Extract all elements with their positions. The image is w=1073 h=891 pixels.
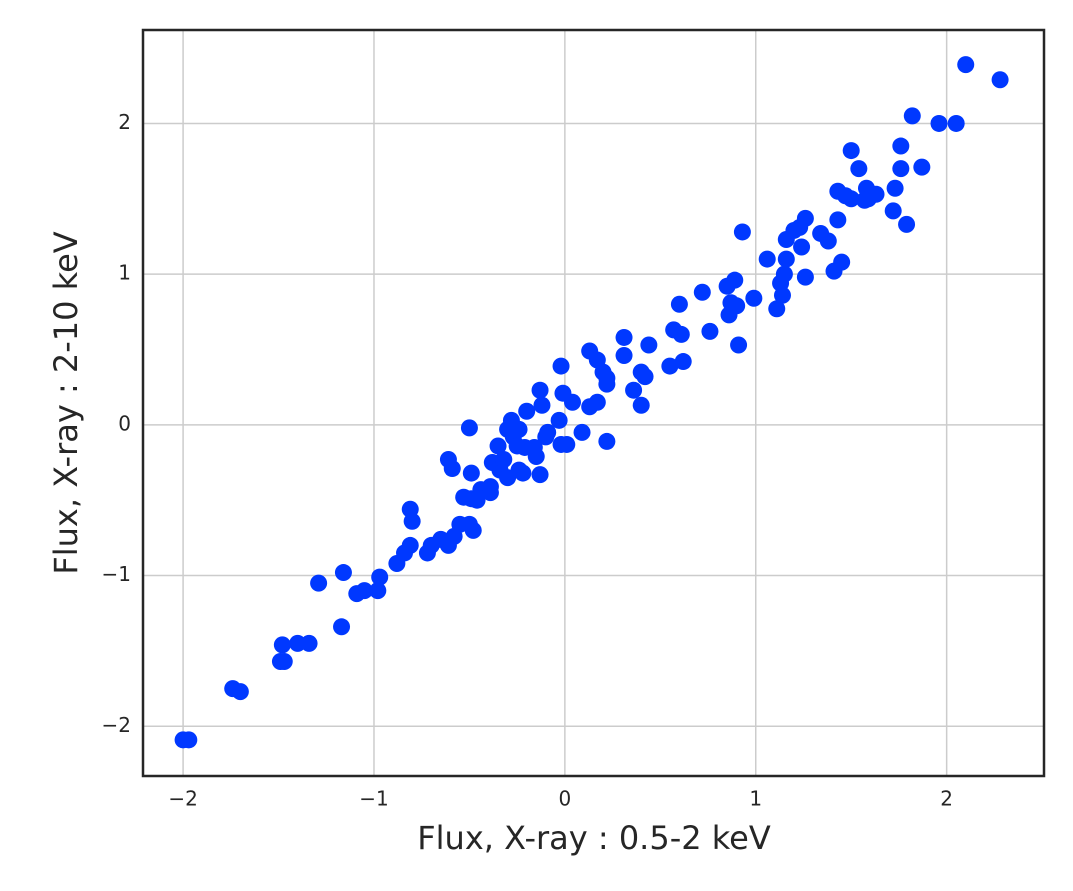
- scatter-point: [564, 393, 582, 411]
- plot-frame: [141, 28, 1046, 778]
- x-tick-label: −1: [359, 787, 388, 811]
- scatter-point: [531, 466, 549, 484]
- scatter-point: [615, 347, 633, 365]
- scatter-point: [271, 652, 289, 670]
- scatter-point: [898, 215, 916, 233]
- scatter-point: [693, 283, 711, 301]
- scatter-point: [957, 56, 975, 74]
- scatter-point: [300, 634, 318, 652]
- y-tick-label: 2: [118, 110, 131, 134]
- scatter-point: [745, 289, 763, 307]
- scatter-point: [796, 209, 814, 227]
- scatter-point: [481, 478, 499, 496]
- scatter-point: [842, 190, 860, 208]
- scatter-point: [728, 297, 746, 315]
- scatter-point: [310, 574, 328, 592]
- scatter-point: [850, 160, 868, 178]
- x-tick-label: 0: [558, 787, 571, 811]
- scatter-point: [333, 618, 351, 636]
- scatter-point: [552, 357, 570, 375]
- scatter-point: [796, 268, 814, 286]
- scatter-point: [598, 432, 616, 450]
- scatter-point: [231, 683, 249, 701]
- scatter-point: [819, 232, 837, 250]
- y-tick-label: −1: [102, 562, 131, 586]
- scatter-point: [371, 568, 389, 586]
- scatter-point: [892, 160, 910, 178]
- scatter-point: [518, 402, 536, 420]
- scatter-point: [829, 211, 847, 229]
- scatter-point: [615, 328, 633, 346]
- scatter-point: [558, 435, 576, 453]
- scatter-point: [527, 448, 545, 466]
- x-tick-label: −2: [168, 787, 197, 811]
- scatter-point: [842, 142, 860, 160]
- scatter-point: [903, 107, 921, 125]
- scatter-point: [573, 423, 591, 441]
- scatter-point: [773, 286, 791, 304]
- scatter-point: [730, 336, 748, 354]
- scatter-point: [884, 202, 902, 220]
- scatter-point: [369, 582, 387, 600]
- scatter-point: [355, 582, 373, 600]
- scatter-point: [460, 419, 478, 437]
- scatter-point: [401, 536, 419, 554]
- scatter-point: [640, 336, 658, 354]
- scatter-point: [672, 325, 690, 343]
- y-tick-label: 1: [118, 261, 131, 285]
- scatter-point: [443, 460, 461, 478]
- scatter-point: [334, 564, 352, 582]
- scatter-point: [550, 411, 568, 429]
- x-axis-label: Flux, X-ray : 0.5-2 keV: [417, 819, 771, 857]
- scatter-point: [661, 357, 679, 375]
- scatter-point: [588, 393, 606, 411]
- scatter-point: [636, 368, 654, 386]
- scatter-point: [758, 250, 776, 268]
- scatter-point: [598, 369, 616, 387]
- scatter-point: [768, 300, 786, 318]
- x-tick-label: 1: [749, 787, 762, 811]
- y-tick-label: −2: [102, 713, 131, 737]
- scatter-point: [670, 295, 688, 313]
- scatter-point: [533, 396, 551, 414]
- scatter-point: [947, 114, 965, 132]
- scatter-point: [462, 464, 480, 482]
- scatter-point: [495, 451, 513, 469]
- scatter-point: [531, 381, 549, 399]
- scatter-point: [625, 381, 643, 399]
- y-tick-label: 0: [118, 411, 131, 435]
- scatter-point: [886, 179, 904, 197]
- scatter-point: [180, 731, 198, 749]
- points: [174, 56, 1009, 749]
- scatter-point: [460, 515, 478, 533]
- grid: [143, 30, 1044, 776]
- scatter-point: [775, 265, 793, 283]
- scatter-point: [273, 636, 291, 654]
- y-axis-label: Flux, X-ray : 2-10 keV: [47, 231, 85, 574]
- scatter-point: [867, 185, 885, 203]
- scatter-point: [777, 250, 795, 268]
- scatter-point: [892, 137, 910, 155]
- scatter-point: [510, 420, 528, 438]
- scatter-point: [701, 322, 719, 340]
- scatter-point: [930, 114, 948, 132]
- x-tick-label: 2: [940, 787, 953, 811]
- scatter-point: [632, 396, 650, 414]
- scatter-point: [489, 437, 507, 455]
- scatter-point: [991, 71, 1009, 89]
- scatter-point: [539, 423, 557, 441]
- scatter-point: [514, 464, 532, 482]
- scatter-point: [403, 512, 421, 530]
- scatter-point: [793, 238, 811, 256]
- scatter-point: [833, 253, 851, 271]
- scatter-point: [726, 271, 744, 289]
- scatter-point: [733, 223, 751, 241]
- scatter-point: [913, 158, 931, 176]
- scatter-point: [674, 353, 692, 371]
